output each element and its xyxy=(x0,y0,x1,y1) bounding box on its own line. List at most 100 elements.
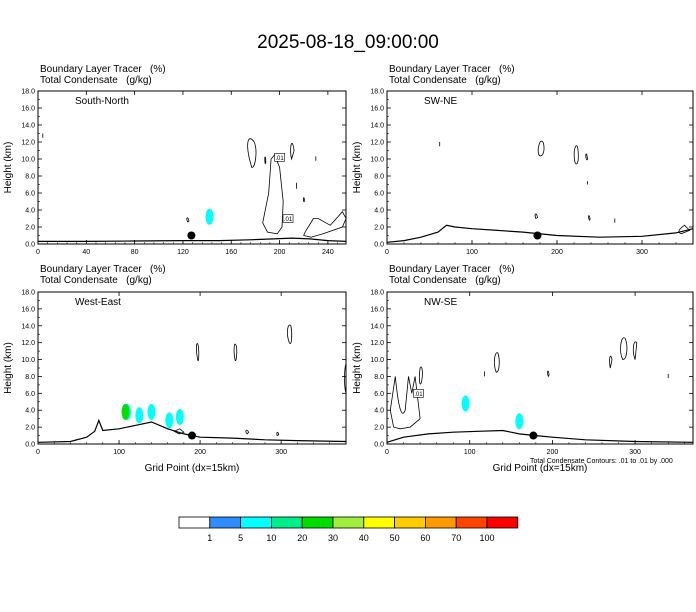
x-axis-label: Grid Point (dx=15km) xyxy=(493,463,588,474)
condensate-contour xyxy=(534,213,538,220)
colorbar-label: 40 xyxy=(359,533,369,543)
x-tick-label: 0 xyxy=(36,249,40,256)
colorbar-swatch xyxy=(424,516,457,529)
x-tick-label: 240 xyxy=(322,249,334,256)
y-tick-label: 2.0 xyxy=(374,425,384,432)
x-tick-label: 120 xyxy=(177,249,189,256)
condensate-contour xyxy=(588,215,591,221)
y-tick-label: 8.0 xyxy=(25,174,35,181)
x-tick-label: 80 xyxy=(131,249,139,256)
colorbar-label: 100 xyxy=(479,533,494,543)
y-axis-label: Height (km) xyxy=(3,342,14,394)
x-tick-label: 0 xyxy=(385,249,389,256)
condensate-contour xyxy=(42,133,317,189)
panel-south-north: 0.0 2.0 4.0 6.0 8.0 10.0 12.0 14.0 16.0 18.0 0 40 80… xyxy=(3,89,347,256)
y-tick-label: 18.0 xyxy=(370,89,384,96)
y-tick-label: 0.0 xyxy=(25,442,35,449)
x-tick-label: 160 xyxy=(225,249,237,256)
y-tick-label: 10.0 xyxy=(21,357,35,364)
condensate-contour xyxy=(196,343,200,362)
contour-label-box xyxy=(282,214,294,223)
y-tick-label: 10.0 xyxy=(370,157,384,164)
y-tick-label: 18.0 xyxy=(21,89,35,96)
y-tick-label: 8.0 xyxy=(374,374,384,381)
condensate-contour xyxy=(245,429,250,435)
colorbar-swatch xyxy=(363,516,395,529)
x-tick-label: 200 xyxy=(274,249,286,256)
panel-direction-label: NW-SE xyxy=(424,297,457,308)
condensate-contour xyxy=(173,428,185,435)
main-title: 2025-08-18_09:00:00 xyxy=(257,32,439,53)
condensate-contour xyxy=(493,352,500,373)
colorbar-label: 50 xyxy=(390,533,400,543)
tracer-shading xyxy=(135,407,144,424)
y-tick-label: 12.0 xyxy=(21,340,35,347)
y-tick-label: 2.0 xyxy=(25,425,35,432)
condensate-contour xyxy=(287,324,293,344)
x-tick-label: 200 xyxy=(194,449,206,456)
panel-sw-ne: 0.0 2.0 4.0 6.0 8.0 10.0 12.0 14.0 16.0 18.0 0 100 2… xyxy=(352,89,694,256)
colorbar-label: 1 xyxy=(207,533,212,543)
location-marker xyxy=(187,231,196,240)
terrain-line xyxy=(386,429,694,443)
x-tick-label: 100 xyxy=(466,249,478,256)
panel-3-field-title: Boundary Layer Tracer (%) xyxy=(40,264,166,275)
condensate-contour xyxy=(573,145,579,165)
y-tick-label: 10.0 xyxy=(21,157,35,164)
terrain-line xyxy=(37,418,347,443)
colorbar-swatch xyxy=(332,516,365,529)
colorbar-label: 30 xyxy=(328,533,338,543)
panel-2-title: Boundary Layer Tracer (%) Total Condensat… xyxy=(389,64,515,86)
panel-1-title: Boundary Layer Tracer (%) Total Condensat… xyxy=(40,64,166,86)
y-tick-label: 2.0 xyxy=(374,225,384,232)
x-tick-label: 100 xyxy=(464,449,476,456)
location-marker xyxy=(529,431,538,440)
x-tick-label: 200 xyxy=(551,249,563,256)
y-tick-label: 0.0 xyxy=(25,242,35,249)
condensate-contour xyxy=(419,366,423,385)
plot-frame xyxy=(37,291,347,445)
x-tick-label: 0 xyxy=(36,449,40,456)
condensate-contour xyxy=(290,143,295,161)
y-tick-label: 8.0 xyxy=(374,174,384,181)
colorbar-swatch xyxy=(209,516,242,529)
condensate-contour xyxy=(484,371,669,379)
panel-4-field-title: Boundary Layer Tracer (%) xyxy=(389,264,515,275)
y-tick-label: 14.0 xyxy=(21,123,35,130)
terrain-line xyxy=(38,237,347,242)
plot-frame xyxy=(386,90,694,245)
condensate-contour xyxy=(303,211,347,238)
x-tick-label: 300 xyxy=(275,449,287,456)
location-marker xyxy=(533,231,542,240)
location-marker xyxy=(188,431,196,440)
plot-frame xyxy=(386,291,694,445)
plot-frame xyxy=(37,90,347,245)
tracer-shading xyxy=(121,403,130,420)
tracer-shading xyxy=(515,413,524,430)
y-tick-label: 12.0 xyxy=(21,140,35,147)
condensate-contour xyxy=(233,343,238,362)
x-tick-label: 300 xyxy=(629,449,641,456)
x-tick-label: 200 xyxy=(547,449,559,456)
y-tick-label: 6.0 xyxy=(25,391,35,398)
contour-label: .01 xyxy=(414,392,423,398)
colorbar-swatch xyxy=(394,516,426,529)
panel-west-east: 0.0 2.0 4.0 6.0 8.0 10.0 12.0 14.0 16.0 18.0 0 100 2… xyxy=(3,290,347,474)
y-tick-label: 2.0 xyxy=(25,225,35,232)
tracer-shading xyxy=(165,412,174,429)
condensate-contour xyxy=(609,355,613,369)
colorbar: 1 5 10 20 30 40 50 60 70 100 xyxy=(178,516,519,543)
colorbar-swatch xyxy=(455,516,488,529)
condensate-contour xyxy=(632,341,638,360)
panel-1-field-title: Boundary Layer Tracer (%) xyxy=(40,64,166,75)
y-tick-label: 18.0 xyxy=(21,290,35,297)
colorbar-label: 5 xyxy=(238,533,243,543)
colorbar-swatch xyxy=(270,516,303,529)
condensate-contour xyxy=(344,363,347,394)
x-tick-label: 0 xyxy=(385,449,389,456)
y-tick-label: 14.0 xyxy=(21,323,35,330)
condensate-contour xyxy=(262,154,284,235)
x-tick-label: 100 xyxy=(113,449,125,456)
y-tick-label: 6.0 xyxy=(374,191,384,198)
